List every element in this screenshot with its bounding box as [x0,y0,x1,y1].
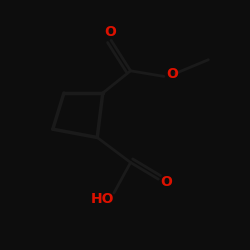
Text: O: O [166,66,178,80]
Text: O: O [161,175,172,189]
Text: O: O [104,25,116,39]
Text: HO: HO [91,192,114,205]
